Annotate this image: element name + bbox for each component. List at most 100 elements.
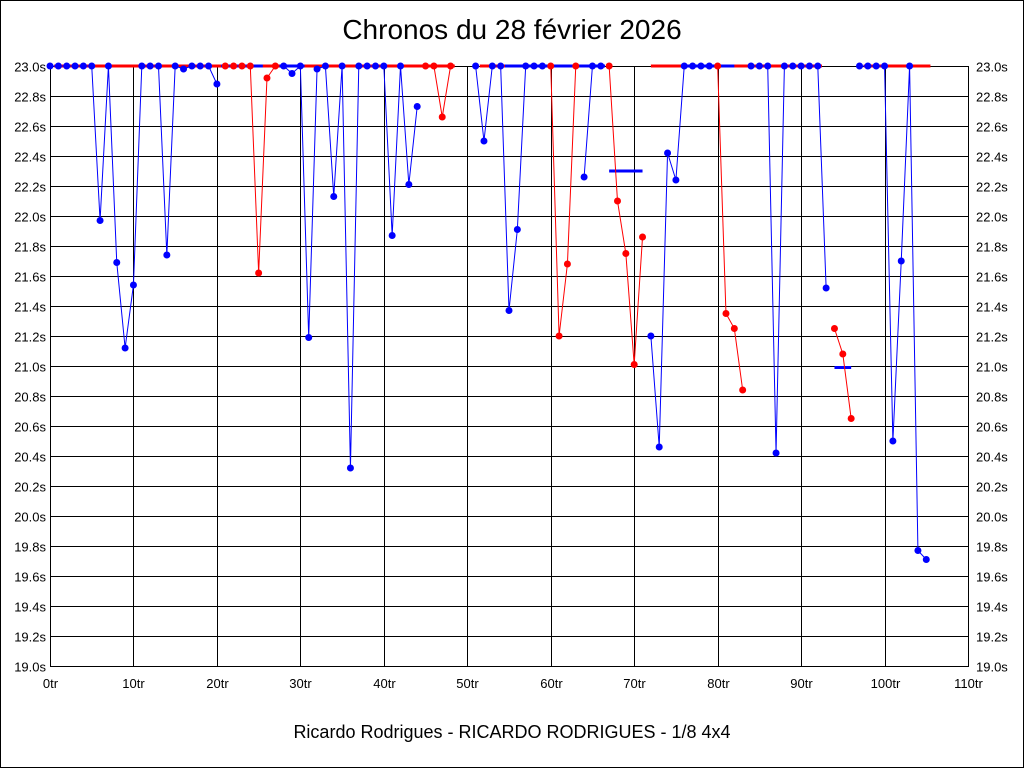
data-point: [588, 62, 596, 70]
data-point: [205, 62, 213, 70]
y-tick-label-left: 22.8s: [14, 90, 46, 105]
data-point: [146, 62, 154, 70]
y-tick-label-left: 22.6s: [14, 120, 46, 135]
data-point: [338, 62, 346, 70]
y-tick-label-left: 19.2s: [14, 630, 46, 645]
y-tick-label-right: 20.8s: [976, 390, 1008, 405]
data-point: [271, 62, 279, 70]
data-point: [630, 361, 638, 368]
y-tick-label-left: 20.0s: [14, 510, 46, 525]
data-point: [538, 62, 546, 70]
data-point: [63, 62, 71, 70]
data-point: [472, 62, 480, 70]
data-point: [413, 103, 421, 110]
data-point: [171, 62, 179, 70]
data-point: [814, 62, 822, 70]
data-point: [530, 62, 538, 70]
data-point: [488, 62, 496, 70]
data-point: [622, 250, 630, 257]
x-tick-label: 20tr: [206, 676, 229, 691]
series-line: [475, 65, 543, 311]
y-tick-label-left: 22.4s: [14, 150, 46, 165]
y-tick-label-left: 22.0s: [14, 210, 46, 225]
y-tick-label-right: 20.0s: [976, 510, 1008, 525]
series-line: [751, 65, 827, 454]
y-tick-label-right: 19.2s: [976, 630, 1008, 645]
data-point: [355, 62, 363, 70]
data-point: [138, 62, 146, 70]
data-point: [547, 62, 555, 70]
data-point: [71, 62, 79, 70]
data-point: [697, 62, 705, 70]
data-point: [405, 181, 413, 188]
data-point: [522, 62, 530, 70]
data-point: [613, 197, 621, 205]
data-point: [196, 62, 204, 70]
data-point: [255, 269, 263, 277]
data-point: [747, 62, 755, 70]
y-tick-label-right: 22.6s: [976, 120, 1008, 135]
x-tick-label: 60tr: [540, 676, 563, 691]
data-point: [714, 62, 722, 70]
x-tick-label: 30tr: [289, 676, 312, 691]
data-point: [805, 62, 813, 70]
data-point: [79, 62, 87, 70]
data-point: [346, 464, 354, 472]
y-tick-label-right: 21.4s: [976, 300, 1008, 315]
data-point: [914, 547, 922, 554]
data-point: [330, 193, 338, 200]
data-point: [780, 62, 788, 70]
y-tick-label-left: 21.6s: [14, 270, 46, 285]
data-point: [505, 307, 513, 314]
data-point: [238, 62, 246, 70]
data-point: [380, 62, 388, 70]
y-tick-label-right: 21.0s: [976, 360, 1008, 375]
y-tick-label-right: 22.4s: [976, 150, 1008, 165]
data-point: [104, 62, 112, 70]
y-tick-label-right: 20.6s: [976, 420, 1008, 435]
y-tick-label-left: 19.4s: [14, 600, 46, 615]
data-point: [321, 62, 329, 70]
data-point: [580, 173, 588, 181]
data-point: [789, 62, 797, 70]
data-point: [263, 74, 271, 82]
data-point: [480, 137, 488, 145]
chart-subtitle: Ricardo Rodrigues - RICARDO RODRIGUES - …: [293, 722, 731, 742]
y-tick-label-left: 22.2s: [14, 180, 46, 195]
data-point: [213, 80, 221, 88]
data-point: [121, 344, 129, 352]
data-point: [597, 62, 605, 70]
data-point: [363, 62, 371, 70]
y-tick-label-right: 21.6s: [976, 270, 1008, 285]
data-point: [447, 62, 455, 70]
data-point: [572, 62, 580, 70]
x-tick-label: 70tr: [623, 676, 646, 691]
series-line: [859, 65, 927, 560]
data-point: [221, 62, 229, 70]
y-tick-label-right: 21.8s: [976, 240, 1008, 255]
x-tick-label: 0tr: [43, 676, 59, 691]
data-point: [605, 62, 613, 70]
y-tick-label-left: 20.2s: [14, 480, 46, 495]
y-tick-label-left: 21.0s: [14, 360, 46, 375]
y-tick-label-right: 19.6s: [976, 570, 1008, 585]
y-tick-label-left: 19.6s: [14, 570, 46, 585]
data-point: [246, 62, 254, 70]
data-point: [772, 449, 780, 457]
data-point: [96, 217, 104, 224]
x-tick-label: 100tr: [871, 676, 901, 691]
data-point: [154, 62, 162, 70]
y-tick-label-left: 20.8s: [14, 390, 46, 405]
data-point: [689, 62, 697, 70]
data-point: [422, 62, 430, 70]
x-tick-label: 110tr: [954, 676, 983, 691]
data-point: [739, 386, 747, 394]
data-point: [555, 332, 563, 340]
y-tick-label-left: 20.4s: [14, 450, 46, 465]
data-point: [822, 284, 830, 292]
data-point: [722, 310, 730, 317]
data-point: [280, 62, 288, 70]
y-tick-label-right: 22.0s: [976, 210, 1008, 225]
data-point: [906, 62, 914, 70]
